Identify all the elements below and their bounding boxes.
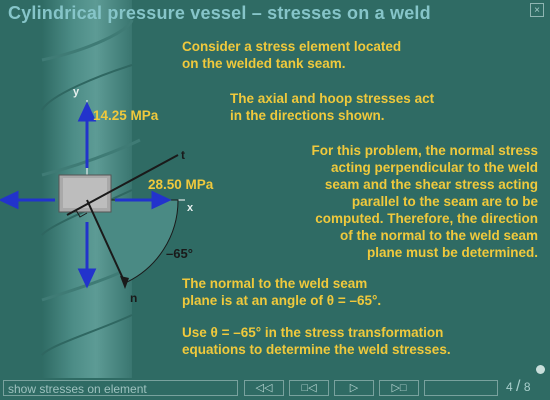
text-line: seam and the shear stress acting [324,177,538,192]
next-button[interactable]: ▷□ [379,380,419,396]
paragraph-use-theta: Use θ = –65° in the stress transformatio… [182,324,451,358]
text-line: computed. Therefore, the direction [315,211,538,226]
text-line: For this problem, the normal stress [311,143,538,158]
previous-button[interactable]: □◁ [289,380,329,396]
text-line: of the normal to the weld seam [339,228,538,243]
page-total: 8 [523,380,531,394]
hoop-stress-arrowhead-left [0,190,19,210]
weld-seam [41,19,141,302]
text-line: The axial and hoop stresses act [230,91,435,106]
t-axis-label: t [181,148,185,162]
stress-element-face [63,178,107,208]
status-text: show stresses on element [3,380,238,396]
text-line: Use θ = –65° in the stress transformatio… [182,325,444,340]
n-axis-line [86,199,126,284]
text-line: parallel to the seam are to be [351,194,538,209]
axial-stress-label: 14.25 MPa [93,108,159,123]
navigation-bar: show stresses on element ◁◁ □◁ ▷ ▷□ 4 / … [0,378,550,400]
n-axis-arrowhead [120,276,129,289]
text-line: equations to determine the weld stresses… [182,342,451,357]
text-line: acting perpendicular to the weld [330,160,538,175]
right-angle-marker [75,209,88,218]
n-axis-label: n [130,291,138,305]
text-line: plane is at an angle of θ = –65°. [182,293,382,308]
hoop-stress-label: 28.50 MPa [148,177,214,192]
close-icon[interactable]: × [530,3,544,17]
axial-stress-arrowhead-down [77,268,97,289]
first-page-button[interactable]: ◁◁ [244,380,284,396]
hoop-stress-arrowhead-right [151,190,172,210]
page-separator: / [516,378,521,395]
angle-wedge [86,199,179,284]
text-line: in the directions shown. [230,108,385,123]
paragraph-problem: For this problem, the normal stress acti… [311,142,538,261]
page-title: Cylindrical pressure vessel – stresses o… [8,3,431,23]
text-line: on the welded tank seam. [182,56,346,71]
y-axis-label: y [73,86,80,98]
page-indicator: 4 / 8 [506,378,531,396]
x-axis-label: x [187,202,194,214]
angle-label: –65° [166,246,193,261]
text-line: The normal to the weld seam [182,276,368,291]
text-line: Consider a stress element located [182,39,402,54]
t-axis-line [66,154,179,216]
blank-field [424,380,498,396]
play-button[interactable]: ▷ [334,380,374,396]
paragraph-normal-angle: The normal to the weld seam plane is at … [182,275,381,309]
axial-stress-arrowhead-up [77,101,97,122]
paragraph-stresses: The axial and hoop stresses act in the d… [230,90,434,124]
paragraph-intro: Consider a stress element located on the… [182,38,401,72]
indicator-dot[interactable] [536,365,545,374]
page-current: 4 [506,380,513,394]
text-line: plane must be determined. [366,245,538,260]
